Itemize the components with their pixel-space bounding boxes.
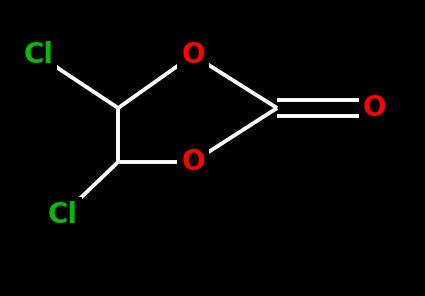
Text: O: O [363, 94, 387, 122]
Text: Cl: Cl [48, 201, 78, 229]
Text: O: O [181, 41, 205, 69]
Text: Cl: Cl [23, 41, 53, 69]
Text: O: O [181, 148, 205, 176]
